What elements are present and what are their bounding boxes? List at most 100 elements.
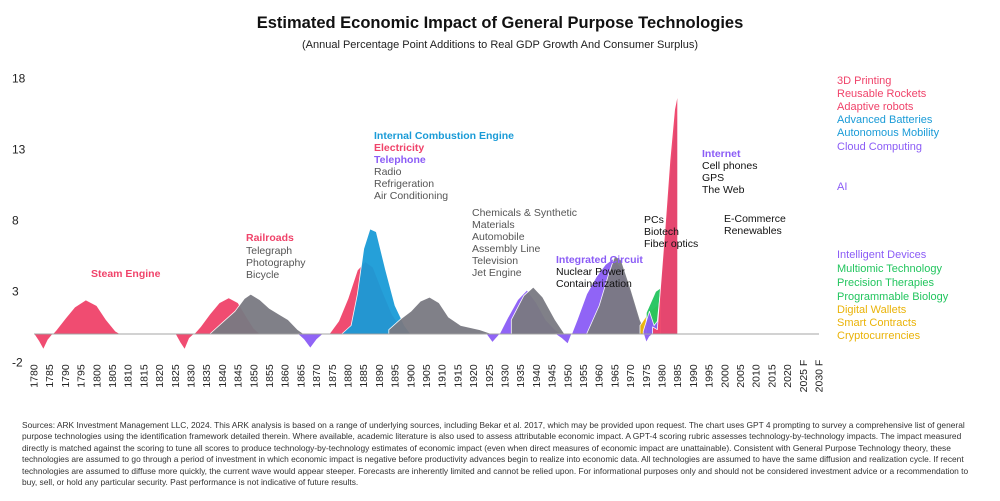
legend-entry: Programmable Biology — [837, 291, 949, 303]
x-tick-label: 1995 — [704, 364, 716, 388]
annotation-label: Telegraph — [246, 245, 292, 257]
x-tick-label: 1920 — [468, 364, 480, 388]
annotation-label: Renewables — [724, 225, 782, 237]
sources-footnote: Sources: ARK Investment Management LLC, … — [22, 420, 969, 488]
annotation-label: Fiber optics — [644, 238, 698, 250]
annotation-label: Bicycle — [246, 269, 279, 281]
legend-entry: AI — [837, 181, 847, 193]
x-tick-label: 1970 — [625, 364, 637, 388]
x-tick-label: 2030 F — [814, 360, 826, 393]
x-tick-label: 1820 — [154, 364, 166, 388]
legend-entry: Cloud Computing — [837, 141, 922, 153]
legend-entry: Adaptive robots — [837, 101, 914, 113]
annotation-label: Internal Combustion Engine — [374, 130, 514, 142]
annotation-label: Assembly Line — [472, 243, 540, 255]
x-tick-label: 1960 — [594, 364, 606, 388]
x-tick-label: 2025 F — [798, 360, 810, 393]
chart-canvas: 18 13 8 3 -2 1780 1785 1790 1795 1800 1805 1810 181… — [12, 71, 949, 393]
x-tick-label: 1870 — [311, 364, 323, 388]
x-tick-label: 1795 — [76, 364, 88, 388]
x-tick-label: 1985 — [672, 364, 684, 388]
x-tick-label: 1835 — [201, 364, 213, 388]
legend-entry: Digital Wallets — [837, 304, 907, 316]
x-tick-label: 1865 — [295, 364, 307, 388]
x-tick-label: 1900 — [405, 364, 417, 388]
x-axis: 1780 1785 1790 1795 1800 1805 1810 1815 1820 1825… — [29, 360, 826, 393]
y-tick-label: 8 — [12, 213, 19, 227]
x-tick-label: 1875 — [327, 364, 339, 388]
area-series-2 — [297, 333, 324, 349]
x-tick-label: 1840 — [217, 364, 229, 388]
x-tick-label: 1880 — [343, 364, 355, 388]
x-tick-label: 1830 — [186, 364, 198, 388]
x-tick-label: 1790 — [60, 364, 72, 388]
annotation-label: Cell phones — [702, 160, 757, 172]
x-tick-label: 1980 — [657, 364, 669, 388]
y-tick-label: 3 — [12, 284, 19, 298]
x-tick-label: 1810 — [123, 364, 135, 388]
annotation-label: Nuclear Power — [556, 266, 625, 278]
x-tick-label: 1925 — [484, 364, 496, 388]
y-tick-label: 18 — [12, 71, 26, 85]
x-tick-label: 1800 — [91, 364, 103, 388]
annotation-label: Electricity — [374, 142, 424, 154]
y-tick-label: -2 — [12, 355, 23, 369]
legend-entry: Multiomic Technology — [837, 263, 942, 275]
legend-entry: Reusable Rockets — [837, 88, 927, 100]
x-tick-label: 1850 — [248, 364, 260, 388]
legend-entry: Cryptocurrencies — [837, 330, 921, 342]
y-axis: 18 13 8 3 -2 — [12, 71, 26, 369]
x-tick-label: 1965 — [609, 364, 621, 388]
annotation-label: Telephone — [374, 154, 426, 166]
x-tick-label: 1815 — [138, 364, 150, 388]
x-tick-label: 2015 — [766, 364, 778, 388]
annotations: Steam Engine RailroadsTelegraphPhotograph… — [91, 130, 786, 290]
legend-entry: Precision Therapies — [837, 277, 935, 289]
area-series-7 — [510, 286, 566, 335]
x-tick-label: 1805 — [107, 364, 119, 388]
x-tick-label: 1975 — [641, 364, 653, 388]
x-tick-label: 2020 — [782, 364, 794, 388]
annotation-label: Chemicals & Synthetic — [472, 207, 577, 219]
legend-entry: Advanced Batteries — [837, 114, 933, 126]
x-tick-label: 2010 — [751, 364, 763, 388]
x-tick-label: 1950 — [562, 364, 574, 388]
annotation-label: Internet — [702, 148, 741, 160]
legend-entry: Smart Contracts — [837, 317, 917, 329]
x-tick-label: 1780 — [29, 364, 41, 388]
x-tick-label: 1885 — [358, 364, 370, 388]
annotation-label: Biotech — [644, 226, 679, 238]
area-series-5 — [388, 296, 493, 335]
area-layers — [33, 93, 679, 350]
x-tick-label: 1955 — [578, 364, 590, 388]
annotation-label: GPS — [702, 172, 724, 184]
legend-entry: Autonomous Mobility — [837, 127, 940, 139]
annotation-label: Jet Engine — [472, 267, 522, 279]
x-tick-label: 1940 — [531, 364, 543, 388]
annotation-label: Steam Engine — [91, 268, 161, 280]
area-series-14 — [652, 93, 679, 335]
annotation-label: E-Commerce — [724, 213, 786, 225]
x-tick-label: 1905 — [421, 364, 433, 388]
x-tick-label: 2005 — [735, 364, 747, 388]
annotation-label: Refrigeration — [374, 178, 434, 190]
chart-subtitle: (Annual Percentage Point Additions to Re… — [301, 39, 698, 51]
x-tick-label: 1910 — [437, 364, 449, 388]
y-tick-label: 13 — [12, 142, 26, 156]
x-tick-label: 1990 — [688, 364, 700, 388]
x-tick-label: 1935 — [515, 364, 527, 388]
annotation-label: Air Conditioning — [374, 190, 448, 202]
x-tick-label: 1845 — [233, 364, 245, 388]
x-tick-label: 1945 — [547, 364, 559, 388]
x-tick-label: 2000 — [719, 364, 731, 388]
chart-title: Estimated Economic Impact of General Pur… — [256, 14, 744, 32]
x-tick-label: 1890 — [374, 364, 386, 388]
x-tick-label: 1855 — [264, 364, 276, 388]
legend-entry: Intelligent Devices — [837, 249, 927, 261]
x-tick-label: 1785 — [44, 364, 56, 388]
annotation-label: Radio — [374, 166, 402, 178]
annotation-label: Automobile — [472, 231, 525, 243]
x-tick-label: 1860 — [280, 364, 292, 388]
annotation-label: Integrated Circuit — [556, 254, 643, 266]
